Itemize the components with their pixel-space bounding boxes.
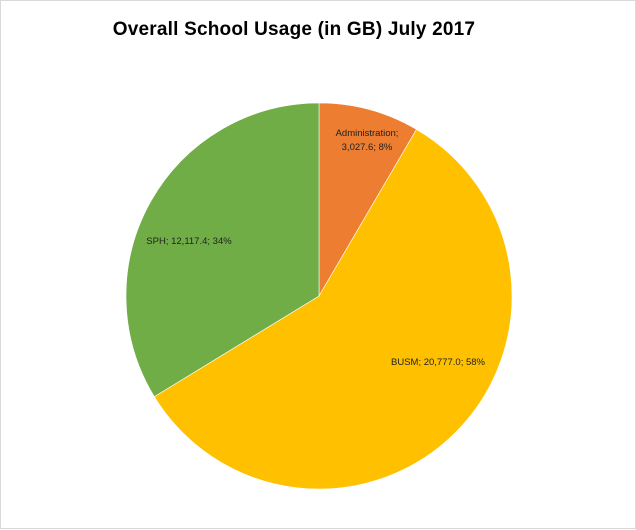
data-label-administration: Administration; 3,027.6; 8% (336, 128, 399, 153)
pie-slice-sph (125, 102, 320, 398)
pie-slice-administration (318, 102, 417, 298)
pie-slice-busm (153, 129, 513, 490)
data-label-sph: SPH; 12,117.4; 34% (146, 236, 232, 247)
chart-title: Overall School Usage (in GB) July 2017 (112, 19, 476, 40)
data-label-busm: BUSM; 20,777.0; 58% (391, 357, 486, 368)
